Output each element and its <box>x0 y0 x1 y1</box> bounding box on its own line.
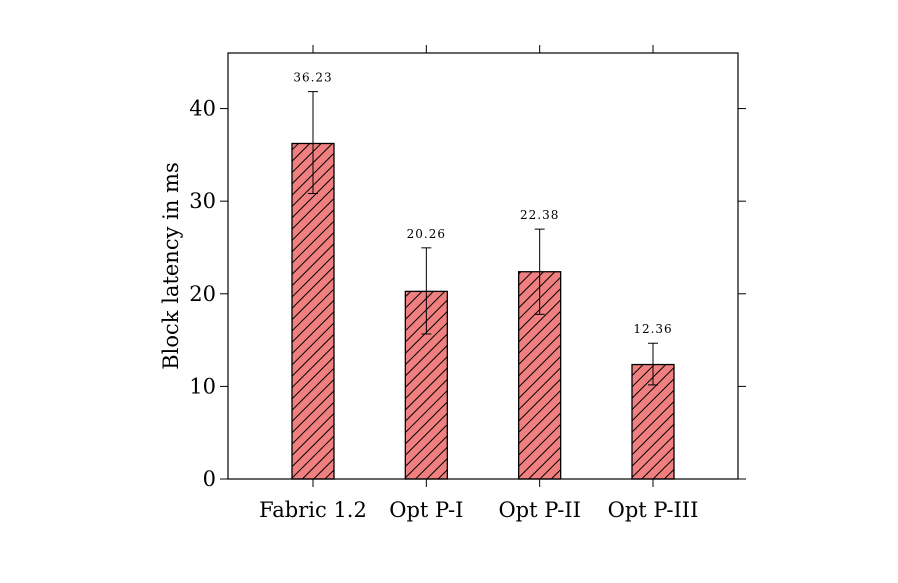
y-tick-label: 30 <box>189 189 216 213</box>
bar <box>291 142 335 480</box>
x-tick-label: Opt P-I <box>389 498 463 522</box>
x-tick-label: Opt P-III <box>608 498 699 522</box>
y-tick-label: 0 <box>203 467 216 491</box>
ticks-layer: Fabric 1.2 Opt P-I Opt P-II Opt P-III 0 10 20 3… <box>189 45 746 522</box>
data-label: 20.26 <box>407 227 446 241</box>
y-axis-title: Block latency in ms <box>159 162 183 370</box>
y-tick-label: 20 <box>189 282 216 306</box>
data-label: 12.36 <box>633 322 672 336</box>
plot-frame <box>227 52 739 480</box>
x-tick-label: Opt P-II <box>498 498 580 522</box>
error-bars-layer <box>308 91 658 386</box>
bar <box>631 363 675 480</box>
bars-layer <box>291 142 675 480</box>
data-label: 22.38 <box>520 208 559 222</box>
data-labels-layer: 36.23 20.26 22.38 12.36 <box>293 71 672 337</box>
y-tick-label: 10 <box>189 374 216 398</box>
x-tick-label: Fabric 1.2 <box>259 498 367 522</box>
y-tick-label: 40 <box>189 97 216 121</box>
data-label: 36.23 <box>293 71 332 85</box>
